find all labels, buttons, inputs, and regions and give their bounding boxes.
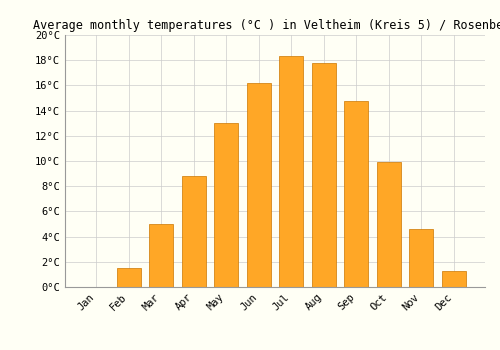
Title: Average monthly temperatures (°C ) in Veltheim (Kreis 5) / Rosenberg: Average monthly temperatures (°C ) in Ve…: [33, 20, 500, 33]
Bar: [442, 271, 466, 287]
Bar: [409, 229, 434, 287]
Bar: [312, 63, 336, 287]
Bar: [116, 268, 141, 287]
Bar: [214, 123, 238, 287]
Bar: [279, 56, 303, 287]
Bar: [246, 83, 271, 287]
Bar: [149, 224, 174, 287]
Bar: [376, 162, 401, 287]
Bar: [344, 100, 368, 287]
Bar: [182, 176, 206, 287]
